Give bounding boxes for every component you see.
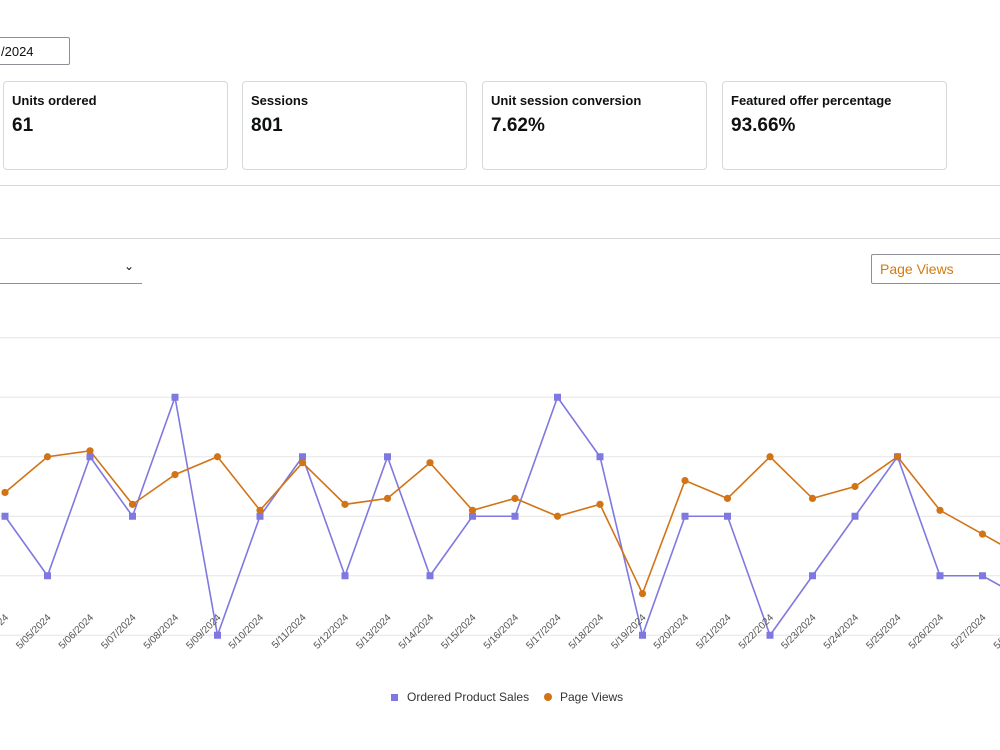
metric-value: 93.66% (731, 115, 796, 136)
data-point-views (298, 459, 307, 467)
circle-marker-icon (544, 693, 552, 701)
x-tick-label: 5/26/2024 (907, 612, 947, 652)
x-tick-label: 5/20/2024 (652, 612, 692, 652)
data-point-sales (1, 512, 9, 520)
x-tick-label: 5/06/2024 (57, 612, 97, 652)
x-tick-label: 5/18/2024 (567, 612, 607, 652)
metric-card-sessions: Sessions 801 (242, 81, 467, 170)
data-point-sales (511, 512, 519, 520)
legend-item-views[interactable]: Page Views (544, 690, 623, 704)
x-tick-label: 5/15/2024 (439, 612, 479, 652)
metric-card-units: Units ordered 61 (3, 81, 228, 170)
metric-label: Unit session conversion (491, 93, 642, 108)
x-tick-label: 5/05/2024 (14, 612, 54, 652)
data-point-views (128, 500, 137, 508)
x-tick-label: 5/28/2024 (992, 612, 1000, 652)
legend-label: Ordered Product Sales (407, 690, 530, 704)
data-point-views (511, 494, 519, 502)
data-point-views (596, 500, 604, 508)
metric-select-left[interactable]: ⌄ (0, 254, 142, 284)
x-tick-label: 5/16/2024 (482, 612, 522, 652)
data-point-views (893, 453, 902, 461)
data-point-sales (979, 572, 986, 580)
data-point-views (723, 494, 732, 502)
data-point-views (256, 506, 264, 514)
data-point-views (936, 506, 944, 514)
data-point-sales (129, 512, 136, 520)
x-tick-label: 5/04/2024 (0, 612, 11, 652)
metric-select-right[interactable]: Page Views (871, 254, 1000, 284)
x-tick-label: 5/14/2024 (397, 612, 437, 652)
data-point-views (681, 476, 689, 485)
data-point-views (213, 453, 222, 461)
x-tick-label: 5/21/2024 (694, 612, 734, 652)
metric-value: 61 (12, 115, 34, 136)
x-tick-label: 5/17/2024 (524, 612, 564, 652)
x-tick-label: 5/24/2024 (822, 612, 862, 652)
metric-label: Featured offer percentage (731, 93, 892, 108)
data-point-sales (469, 512, 476, 520)
data-point-sales (256, 512, 264, 520)
x-tick-label: 5/12/2024 (312, 612, 352, 652)
legend-item-sales[interactable]: Ordered Product Sales (391, 690, 529, 704)
chevron-down-icon: ⌄ (123, 259, 134, 273)
data-point-views (1, 488, 9, 497)
data-point-sales (851, 512, 859, 520)
data-point-sales (341, 572, 349, 580)
x-tick-label: 5/08/2024 (142, 612, 182, 652)
data-point-sales (426, 572, 434, 580)
date-range-input[interactable]: /2024 (0, 37, 70, 65)
data-point-sales (639, 631, 646, 639)
data-point-views (341, 500, 349, 508)
data-point-views (808, 494, 817, 502)
divider (0, 185, 1000, 186)
data-point-views (978, 530, 987, 538)
data-point-sales (681, 512, 689, 520)
metric-card-conversion: Unit session conversion 7.62% (482, 81, 707, 170)
data-point-views (171, 471, 179, 479)
data-point-sales (384, 453, 391, 461)
chart-legend: Ordered Product Sales Page Views (0, 690, 1000, 706)
metric-label: Sessions (251, 93, 309, 108)
data-point-views (86, 447, 94, 455)
data-point-sales (86, 453, 94, 461)
data-point-sales (596, 453, 604, 461)
data-point-sales (809, 572, 816, 580)
x-tick-label: 5/23/2024 (779, 612, 819, 652)
data-point-sales (214, 631, 221, 639)
x-tick-label: 5/25/2024 (864, 612, 904, 652)
metric-label: Units ordered (12, 93, 97, 108)
data-point-views (426, 459, 434, 467)
data-point-sales (936, 572, 944, 580)
data-point-views (553, 512, 562, 520)
data-point-sales (171, 393, 179, 401)
data-point-sales (299, 453, 306, 461)
data-point-sales (44, 572, 51, 580)
x-tick-label: 5/27/2024 (949, 612, 989, 652)
legend-label: Page Views (560, 690, 624, 704)
x-tick-label: 5/07/2024 (99, 612, 139, 652)
x-tick-label: 5/11/2024 (270, 612, 309, 651)
data-point-views (468, 506, 477, 514)
data-point-sales (766, 631, 774, 639)
metric-card-featured-offer: Featured offer percentage 93.66% (722, 81, 947, 170)
line-chart: 5/04/2024 5/05/2024 5/06/2024 5/07/2024 5/08… (0, 337, 1000, 652)
data-point-views (851, 482, 859, 491)
x-tick-label: 5/13/2024 (354, 612, 394, 652)
data-point-views (383, 494, 392, 502)
divider (0, 238, 1000, 239)
data-point-views (638, 590, 647, 598)
data-point-sales (724, 512, 731, 520)
x-tick-label: 5/10/2024 (227, 612, 267, 652)
data-point-sales (554, 393, 561, 401)
data-point-views (43, 453, 52, 461)
data-point-views (766, 453, 774, 461)
square-marker-icon (391, 693, 398, 701)
metric-value: 7.62% (491, 115, 545, 136)
metric-value: 801 (251, 115, 283, 136)
